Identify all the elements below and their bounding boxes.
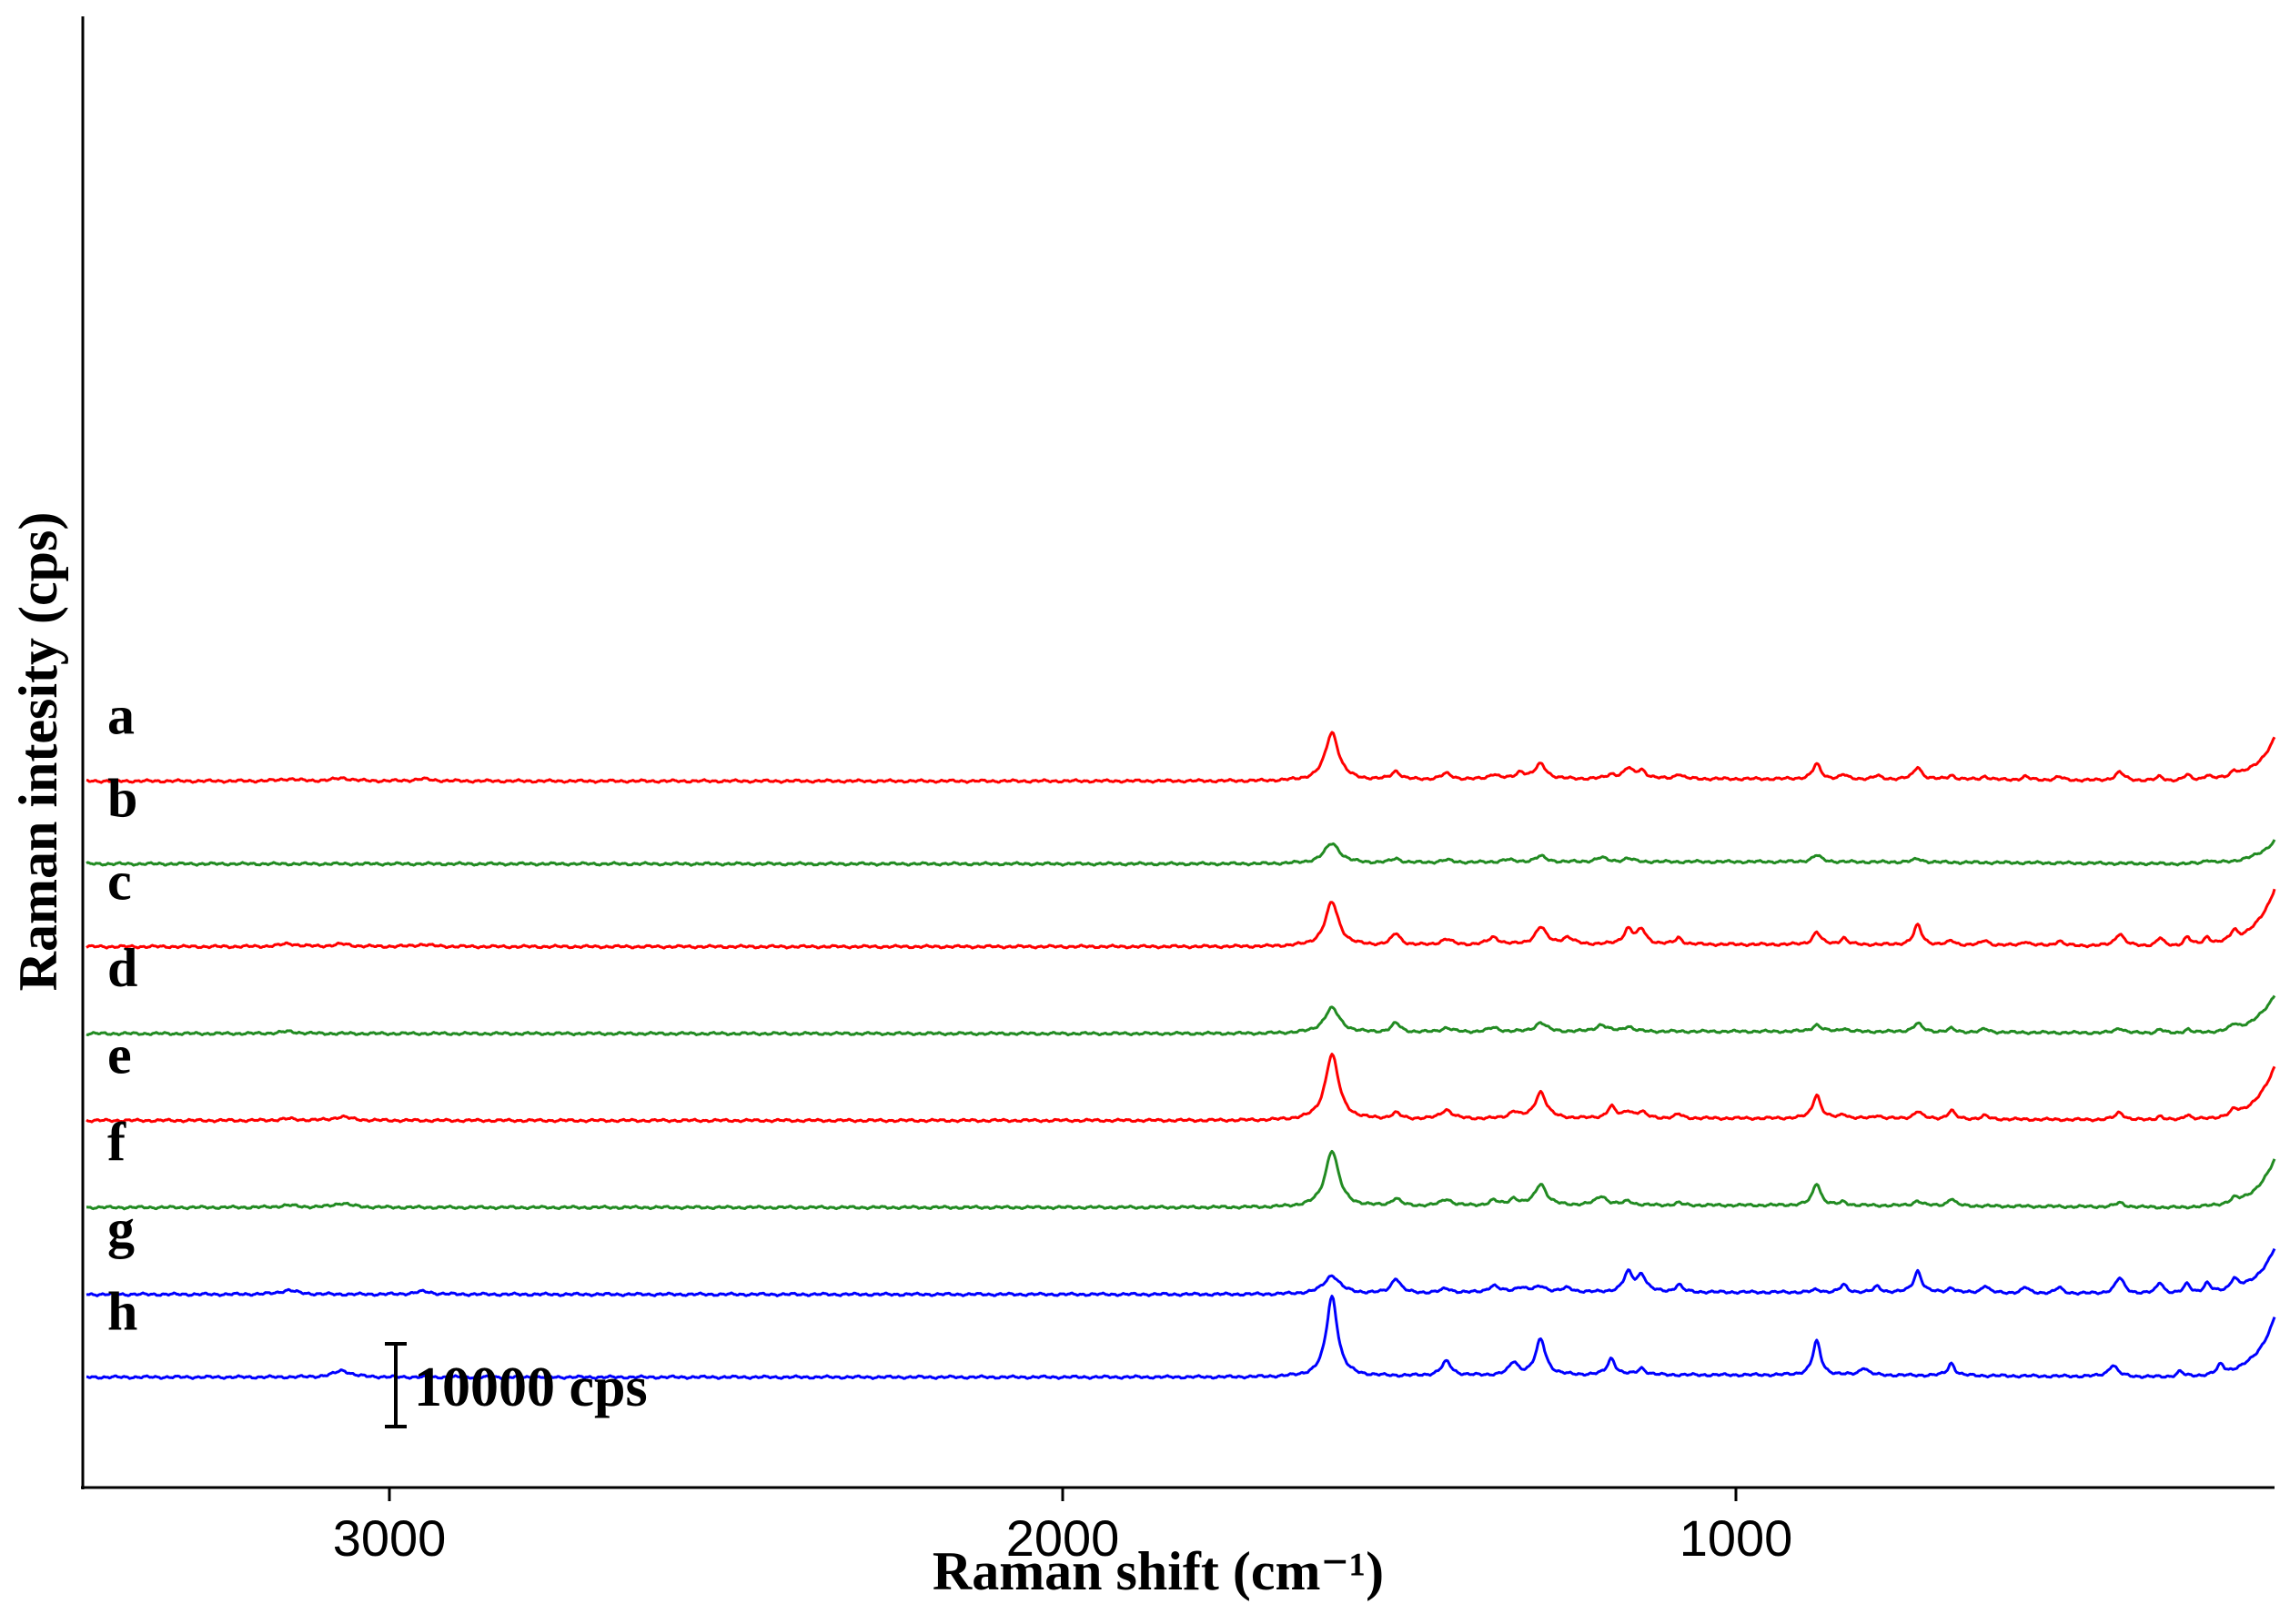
x-axis-label: Raman shift (cm⁻¹) [933, 1541, 1384, 1601]
spectrum-line-f [86, 1149, 2276, 1211]
series-label-c: c [107, 852, 132, 912]
spectrum-line-d [86, 994, 2276, 1037]
x-tick-label: 3000 [333, 1509, 447, 1567]
series-label-f: f [107, 1112, 126, 1172]
series-label-h: h [107, 1282, 137, 1342]
y-axis-label: Raman intesity (cps) [8, 512, 68, 992]
scale-bar-label: 10000 cps [414, 1357, 648, 1418]
spectrum-line-b [86, 839, 2276, 867]
spectrum-line-g [86, 1247, 2276, 1297]
spectrum-line-c [86, 888, 2276, 950]
series-label-b: b [107, 769, 137, 829]
spectrum-line-a [86, 731, 2276, 784]
spectrum-line-e [86, 1053, 2276, 1124]
x-tick-label: 1000 [1680, 1509, 1793, 1567]
scale-bar: 10000 cps [385, 1342, 648, 1428]
spectra-layer [86, 731, 2276, 1380]
x-tick-label: 2000 [1006, 1509, 1120, 1567]
x-tick-layer: 3000 2000 1000 [333, 1488, 1793, 1567]
series-label-e: e [107, 1025, 132, 1085]
series-label-g: g [107, 1199, 135, 1259]
series-label-a: a [107, 686, 135, 746]
series-label-d: d [107, 938, 137, 998]
spectrum-line-h [86, 1295, 2276, 1380]
